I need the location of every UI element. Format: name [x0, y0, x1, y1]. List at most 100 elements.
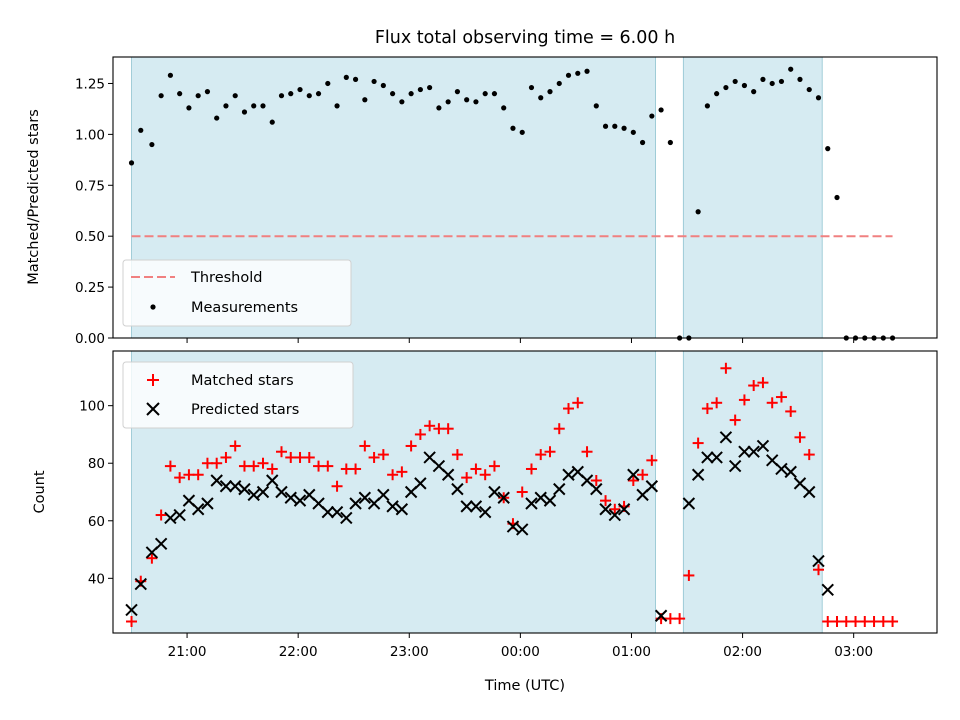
matched-star-point: [766, 397, 778, 409]
top-y-tick-label: 1.00: [75, 127, 105, 143]
predicted-star-point: [154, 537, 168, 551]
measurement-point: [232, 93, 238, 99]
measurement-point: [167, 72, 174, 78]
matched-star-point: [294, 451, 306, 463]
matched-star-point: [859, 615, 871, 627]
matched-star-point: [424, 420, 436, 432]
matched-star-point: [775, 391, 787, 403]
measurement-point: [241, 109, 248, 115]
matched-star-point: [868, 615, 880, 627]
predicted-star-point: [349, 497, 362, 510]
legend-measurements-label: Measurements: [191, 300, 298, 316]
matched-star-point: [794, 431, 806, 443]
matched-star-point: [164, 460, 176, 472]
measurement-point: [778, 78, 785, 85]
predicted-star-point: [738, 445, 751, 458]
measurement-point: [630, 129, 636, 135]
x-tick-label: 23:00: [390, 644, 429, 660]
measurement-point: [214, 115, 220, 121]
measurement-point: [575, 70, 581, 76]
predicted-star-point: [238, 482, 251, 496]
bottom-panel: 40 60 80 100 21:00 22:00 23:00 00:00 01:00 02:00…: [32, 350, 938, 694]
legend-predicted-label: Predicted stars: [191, 402, 299, 418]
measurement-point: [751, 89, 757, 95]
predicted-star-points: [125, 431, 834, 622]
predicted-star-point: [701, 451, 714, 464]
predicted-star-point: [469, 500, 483, 513]
measurement-point: [723, 84, 729, 91]
measurement-point: [834, 194, 840, 201]
predicted-star-point: [617, 503, 631, 516]
predicted-star-point: [460, 500, 473, 513]
matched-star-point: [192, 469, 204, 481]
matched-star-point: [313, 460, 325, 472]
matched-star-point: [738, 394, 750, 406]
measurement-point: [501, 105, 507, 111]
predicted-star-point: [330, 505, 344, 519]
predicted-star-point: [803, 485, 816, 499]
matched-star-point: [609, 503, 621, 515]
predicted-star-point: [164, 511, 177, 525]
top-y-tick-label: 0.75: [75, 178, 105, 194]
measurement-point: [371, 78, 377, 85]
measurement-point: [806, 86, 812, 93]
measurement-point: [667, 139, 673, 146]
matched-star-point: [831, 615, 843, 627]
matched-star-point: [683, 569, 695, 581]
matched-star-point: [211, 457, 223, 469]
measurement-point: [473, 99, 479, 105]
measurement-point: [547, 89, 553, 95]
predicted-star-point: [599, 503, 612, 516]
measurement-point: [482, 91, 488, 97]
legend-predicted-swatch: [146, 402, 160, 416]
measurement-point: [138, 127, 144, 133]
measurement-point: [612, 123, 618, 129]
predicted-star-point: [608, 508, 622, 522]
x-tick-label: 21:00: [168, 644, 207, 660]
measurement-point: [390, 91, 396, 97]
matched-star-point: [126, 615, 138, 627]
bottom-y-tick-label: 40: [88, 571, 105, 587]
matched-star-point: [711, 397, 723, 409]
matched-star-point: [238, 460, 250, 472]
predicted-star-point: [377, 488, 390, 502]
matched-star-point: [174, 472, 186, 484]
top-y-axis-label: Matched/Predicted stars: [26, 109, 42, 285]
matched-star-point: [340, 463, 352, 475]
measurement-point: [297, 86, 303, 93]
predicted-star-point: [358, 491, 372, 504]
predicted-star-point: [747, 445, 760, 458]
matched-star-point: [461, 472, 473, 484]
bottom-y-axis-label: Count: [32, 470, 48, 513]
bottom-axes-frame: [112, 350, 938, 634]
predicted-star-point: [395, 503, 409, 516]
measurement-point: [408, 91, 414, 97]
measurement-point: [658, 107, 664, 113]
predicted-star-point: [125, 603, 138, 617]
matched-star-point: [331, 480, 343, 492]
predicted-star-point: [321, 505, 335, 519]
top-y-tick-label: 0.25: [75, 280, 105, 296]
chart-title: Flux total observing time = 6.00 h: [375, 28, 675, 48]
matched-star-point: [803, 449, 815, 461]
measurement-point: [343, 74, 349, 80]
predicted-star-point: [710, 451, 723, 464]
measurement-point: [223, 103, 229, 109]
matched-star-point: [285, 451, 297, 463]
matched-star-point: [155, 509, 167, 521]
matched-star-point: [757, 377, 769, 389]
bottom-y-tick-label: 80: [88, 456, 105, 472]
matched-star-point: [183, 469, 195, 481]
matched-star-point: [266, 463, 278, 475]
matched-star-point: [600, 495, 612, 507]
measurement-point: [251, 103, 257, 109]
matched-star-point: [220, 451, 232, 463]
matched-star-point: [442, 423, 454, 435]
matched-star-point: [433, 423, 445, 435]
matched-star-point: [229, 440, 241, 452]
predicted-star-point: [534, 491, 547, 504]
top-y-ticks: 0.00 0.25 0.50 0.75 1.00 1.25: [75, 76, 113, 347]
matched-star-point: [785, 405, 797, 417]
matched-star-point: [414, 428, 426, 440]
